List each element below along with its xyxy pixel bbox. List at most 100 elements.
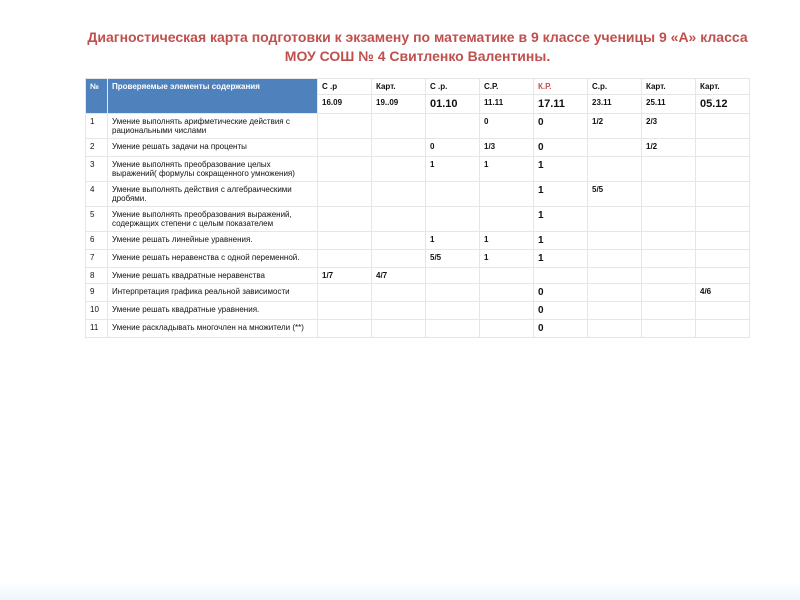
cell-value: [642, 156, 696, 181]
col-header-date: 11.11: [480, 94, 534, 113]
row-description: Умение выполнять арифметические действия…: [108, 113, 318, 138]
cell-value: 1: [480, 231, 534, 249]
row-number: 9: [86, 283, 108, 301]
cell-value: 1: [534, 156, 588, 181]
cell-value: 1/7: [318, 267, 372, 283]
col-header-type: Карт.: [372, 78, 426, 94]
cell-value: [588, 319, 642, 337]
cell-value: [426, 181, 480, 206]
cell-value: 1: [534, 231, 588, 249]
cell-value: [318, 249, 372, 267]
cell-value: [372, 231, 426, 249]
cell-value: [426, 319, 480, 337]
col-header-date: 05.12: [696, 94, 750, 113]
cell-value: [480, 181, 534, 206]
col-header-date: 01.10: [426, 94, 480, 113]
cell-value: [588, 231, 642, 249]
row-description: Интерпретация графика реальной зависимос…: [108, 283, 318, 301]
cell-value: [372, 181, 426, 206]
cell-value: [588, 249, 642, 267]
cell-value: [588, 267, 642, 283]
cell-value: [372, 301, 426, 319]
cell-value: 0: [534, 113, 588, 138]
cell-value: [372, 113, 426, 138]
cell-value: [534, 267, 588, 283]
cell-value: [642, 206, 696, 231]
cell-value: [372, 156, 426, 181]
cell-value: [696, 156, 750, 181]
cell-value: [318, 283, 372, 301]
cell-value: [588, 301, 642, 319]
cell-value: [642, 181, 696, 206]
cell-value: [696, 206, 750, 231]
cell-value: 1/2: [588, 113, 642, 138]
row-description: Умение выполнять преобразование целых вы…: [108, 156, 318, 181]
col-header-type: С .р: [318, 78, 372, 94]
page-title: Диагностическая карта подготовки к экзам…: [85, 28, 750, 66]
cell-value: [480, 283, 534, 301]
cell-value: [642, 319, 696, 337]
cell-value: 0: [534, 319, 588, 337]
cell-value: [426, 283, 480, 301]
cell-value: [426, 267, 480, 283]
cell-value: [318, 319, 372, 337]
cell-value: [426, 206, 480, 231]
cell-value: 4/6: [696, 283, 750, 301]
cell-value: [372, 283, 426, 301]
cell-value: 1: [426, 156, 480, 181]
row-description: Умение решать квадратные неравенства: [108, 267, 318, 283]
cell-value: 1: [480, 156, 534, 181]
cell-value: [372, 206, 426, 231]
cell-value: [696, 181, 750, 206]
slide: Диагностическая карта подготовки к экзам…: [0, 0, 800, 600]
cell-value: [426, 301, 480, 319]
footer-gradient: [0, 582, 800, 600]
cell-value: 1: [534, 206, 588, 231]
col-header-type: Карт.: [642, 78, 696, 94]
col-header-type: К.Р.: [534, 78, 588, 94]
col-header-type: Карт.: [696, 78, 750, 94]
cell-value: 5/5: [588, 181, 642, 206]
col-header-number: №: [86, 78, 108, 113]
cell-value: [588, 206, 642, 231]
row-description: Умение выполнять действия с алгебраическ…: [108, 181, 318, 206]
col-header-type: С.Р.: [480, 78, 534, 94]
cell-value: [318, 206, 372, 231]
cell-value: [372, 249, 426, 267]
row-number: 11: [86, 319, 108, 337]
cell-value: 1: [426, 231, 480, 249]
row-number: 3: [86, 156, 108, 181]
col-header-date: 23.11: [588, 94, 642, 113]
row-description: Умение решать линейные уравнения.: [108, 231, 318, 249]
cell-value: 4/7: [372, 267, 426, 283]
col-header-description: Проверяемые элементы содержания: [108, 78, 318, 113]
cell-value: [480, 319, 534, 337]
cell-value: [480, 206, 534, 231]
col-header-date: 16.09: [318, 94, 372, 113]
col-header-date: 19..09: [372, 94, 426, 113]
cell-value: [696, 249, 750, 267]
cell-value: 1: [480, 249, 534, 267]
cell-value: [696, 267, 750, 283]
cell-value: [426, 113, 480, 138]
cell-value: [642, 301, 696, 319]
cell-value: [696, 231, 750, 249]
cell-value: [642, 249, 696, 267]
diagnostic-table: №Проверяемые элементы содержанияС .рКарт…: [85, 78, 750, 338]
row-number: 10: [86, 301, 108, 319]
row-description: Умение решать задачи на проценты: [108, 138, 318, 156]
cell-value: [318, 181, 372, 206]
cell-value: 0: [534, 283, 588, 301]
cell-value: 2/3: [642, 113, 696, 138]
cell-value: [372, 319, 426, 337]
cell-value: 1/3: [480, 138, 534, 156]
cell-value: [318, 138, 372, 156]
col-header-type: С .р.: [426, 78, 480, 94]
col-header-date: 25.11: [642, 94, 696, 113]
cell-value: [480, 301, 534, 319]
row-number: 4: [86, 181, 108, 206]
cell-value: [696, 138, 750, 156]
cell-value: 1/2: [642, 138, 696, 156]
cell-value: [642, 267, 696, 283]
cell-value: 0: [480, 113, 534, 138]
